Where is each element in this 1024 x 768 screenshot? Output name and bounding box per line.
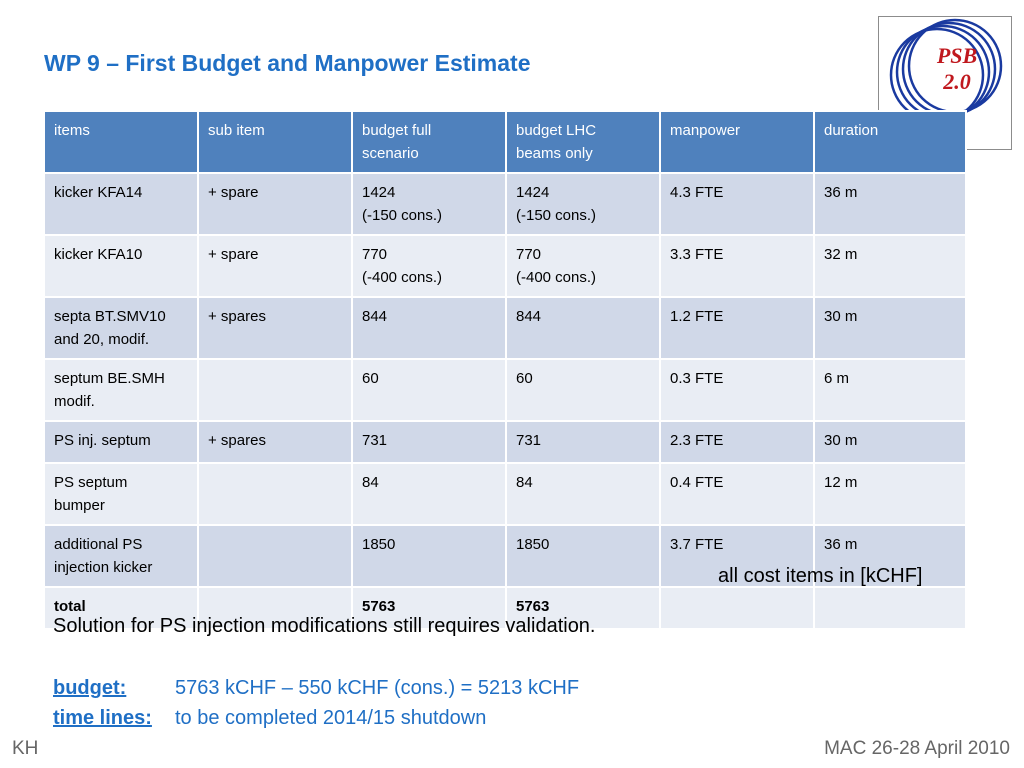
- header-budget-full: budget full scenario: [351, 110, 507, 174]
- cost-unit-note: all cost items in [kCHF]: [718, 565, 923, 587]
- cell-item: PS inj. septum: [43, 420, 199, 464]
- cell-budget-full: 60: [351, 358, 507, 422]
- cell-manpower: 4.3 FTE: [659, 172, 815, 236]
- solution-text: Solution for PS injection modifications …: [53, 615, 596, 637]
- cell-total-budget-full: 5763: [351, 586, 507, 630]
- cell-total-manpower: [659, 586, 815, 630]
- cell-duration: 32 m: [813, 234, 967, 298]
- cell-sub-item: + spares: [197, 296, 353, 360]
- cell-duration: 36 m: [813, 524, 967, 588]
- budget-value: 5763 kCHF – 550 kCHF (cons.) = 5213 kCHF: [175, 677, 580, 699]
- cell-manpower: 0.4 FTE: [659, 462, 815, 526]
- cell-sub-item: [197, 462, 353, 526]
- cell-budget-lhc: 1424 (-150 cons.): [505, 172, 661, 236]
- table-row: septum BE.SMH modif. 60 60 0.3 FTE 6 m: [43, 358, 967, 422]
- cell-item: kicker KFA14: [43, 172, 199, 236]
- cell-duration: 30 m: [813, 296, 967, 360]
- header-duration: duration: [813, 110, 967, 174]
- cell-sub-item: [197, 524, 353, 588]
- table-row: additional PS injection kicker 1850 1850 …: [43, 524, 967, 588]
- cell-manpower: 1.2 FTE: [659, 296, 815, 360]
- footer-author: KH: [12, 738, 39, 759]
- table-header-row: items sub item budget full scenario budge…: [43, 110, 967, 174]
- header-budget-lhc: budget LHC beams only: [505, 110, 661, 174]
- header-sub-item: sub item: [197, 110, 353, 174]
- table-row: PS inj. septum + spares 731 731 2.3 FTE …: [43, 420, 967, 464]
- table-row: kicker KFA14 + spare 1424 (-150 cons.) 14…: [43, 172, 967, 236]
- cell-total-sub-item: [197, 586, 353, 630]
- header-manpower: manpower: [659, 110, 815, 174]
- cell-sub-item: + spare: [197, 234, 353, 298]
- logo-text-version: 2.0: [942, 69, 971, 94]
- logo-text-psb: PSB: [936, 43, 977, 68]
- cell-budget-full: 84: [351, 462, 507, 526]
- cell-duration: 12 m: [813, 462, 967, 526]
- cell-budget-lhc: 84: [505, 462, 661, 526]
- cell-budget-full: 1424 (-150 cons.): [351, 172, 507, 236]
- cell-budget-full: 731: [351, 420, 507, 464]
- cell-item: kicker KFA10: [43, 234, 199, 298]
- table-total-row: total 5763 5763: [43, 586, 967, 630]
- cell-total-budget-lhc: 5763: [505, 586, 661, 630]
- table-row: septa BT.SMV10 and 20, modif. + spares 84…: [43, 296, 967, 360]
- cell-budget-full: 770 (-400 cons.): [351, 234, 507, 298]
- cell-budget-lhc: 60: [505, 358, 661, 422]
- budget-table: items sub item budget full scenario budge…: [43, 110, 967, 630]
- cell-item: septum BE.SMH modif.: [43, 358, 199, 422]
- cell-total-duration: [813, 586, 967, 630]
- table-row: PS septum bumper 84 84 0.4 FTE 12 m: [43, 462, 967, 526]
- budget-label: budget:: [53, 677, 127, 699]
- slide-title: WP 9 – First Budget and Manpower Estimat…: [44, 50, 531, 76]
- cell-budget-lhc: 731: [505, 420, 661, 464]
- cell-sub-item: + spares: [197, 420, 353, 464]
- cell-item: additional PS injection kicker: [43, 524, 199, 588]
- timelines-value: to be completed 2014/15 shutdown: [175, 707, 487, 729]
- cell-budget-full: 1850: [351, 524, 507, 588]
- cell-budget-full: 844: [351, 296, 507, 360]
- timelines-label: time lines:: [53, 707, 152, 729]
- table-row: kicker KFA10 + spare 770 (-400 cons.) 770…: [43, 234, 967, 298]
- timelines-line: time lines: to be completed 2014/15 shutd…: [53, 707, 486, 730]
- header-items: items: [43, 110, 199, 174]
- cell-duration: 30 m: [813, 420, 967, 464]
- cell-sub-item: [197, 358, 353, 422]
- cell-budget-lhc: 770 (-400 cons.): [505, 234, 661, 298]
- footer-event: MAC 26-28 April 2010: [824, 738, 1010, 759]
- cell-duration: 6 m: [813, 358, 967, 422]
- cell-total-label: total: [43, 586, 199, 630]
- cell-manpower: 0.3 FTE: [659, 358, 815, 422]
- cell-item: PS septum bumper: [43, 462, 199, 526]
- cell-budget-lhc: 1850: [505, 524, 661, 588]
- cell-sub-item: + spare: [197, 172, 353, 236]
- budget-line: budget: 5763 kCHF – 550 kCHF (cons.) = 52…: [53, 677, 579, 700]
- cell-manpower: 3.3 FTE: [659, 234, 815, 298]
- cell-item: septa BT.SMV10 and 20, modif.: [43, 296, 199, 360]
- cell-budget-lhc: 844: [505, 296, 661, 360]
- cell-manpower: 2.3 FTE: [659, 420, 815, 464]
- cell-duration: 36 m: [813, 172, 967, 236]
- cell-manpower: 3.7 FTE: [659, 524, 815, 588]
